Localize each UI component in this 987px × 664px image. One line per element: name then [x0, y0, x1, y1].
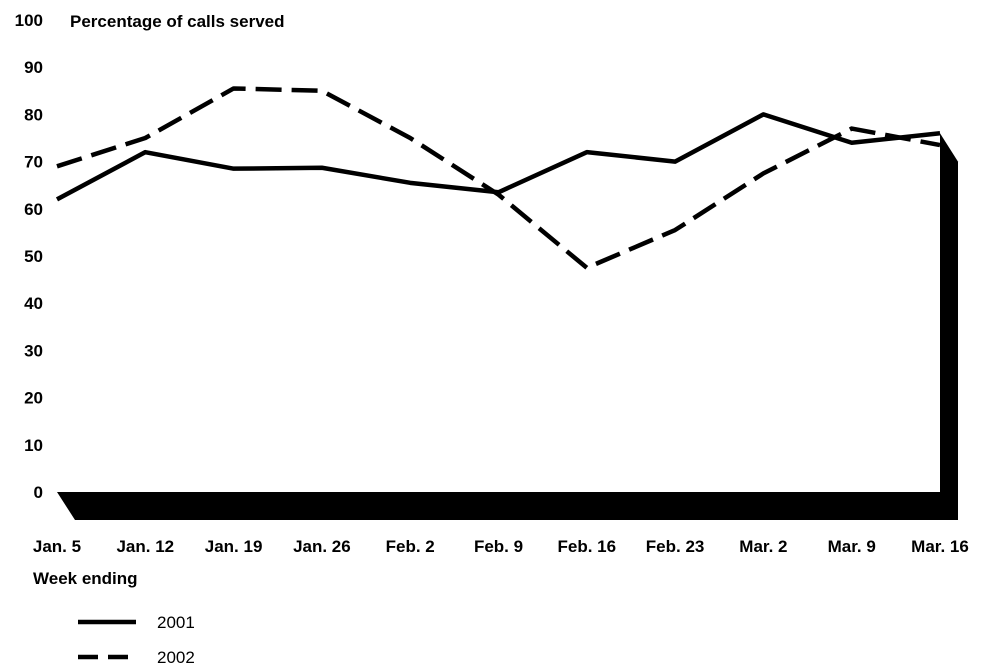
series-line-2001	[55, 112, 941, 202]
series-lines	[55, 86, 941, 271]
x-tick-label: Feb. 16	[558, 537, 617, 556]
chart-side-wall	[940, 133, 958, 520]
y-tick-label: 90	[24, 58, 43, 77]
y-tick-label: 30	[24, 341, 43, 360]
y-tick-label: 0	[34, 483, 43, 502]
y-axis-ticks: 0 10 20 30 40 50 60 70 80 90 100	[15, 11, 43, 502]
y-tick-label: 20	[24, 389, 43, 408]
chart-3d-floor	[57, 133, 958, 520]
y-tick-label: 50	[24, 247, 43, 266]
y-tick-label: 10	[24, 436, 43, 455]
x-tick-label: Mar. 2	[739, 537, 787, 556]
y-axis-label: Percentage of calls served	[70, 12, 285, 31]
x-tick-label: Mar. 16	[911, 537, 969, 556]
x-tick-label: Feb. 2	[386, 537, 435, 556]
x-tick-label: Feb. 23	[646, 537, 705, 556]
x-tick-label: Jan. 26	[293, 537, 351, 556]
y-tick-label: 60	[24, 200, 43, 219]
y-tick-label: 80	[24, 105, 43, 124]
x-tick-label: Mar. 9	[828, 537, 876, 556]
series-line-2002	[56, 86, 941, 271]
y-tick-label: 40	[24, 294, 43, 313]
x-tick-label: Jan. 19	[205, 537, 263, 556]
x-axis-label: Week ending	[33, 569, 138, 588]
legend: 2001 2002	[78, 613, 195, 664]
y-tick-label: 70	[24, 153, 43, 172]
legend-label-2001: 2001	[157, 613, 195, 632]
x-tick-label: Jan. 5	[33, 537, 81, 556]
x-tick-label: Feb. 9	[474, 537, 523, 556]
x-axis-ticks: Jan. 5 Jan. 12 Jan. 19 Jan. 26 Feb. 2 Feb. 9 F…	[33, 537, 969, 556]
legend-label-2002: 2002	[157, 648, 195, 664]
y-tick-label: 100	[15, 11, 43, 30]
chart-floor-plane	[57, 492, 958, 520]
x-tick-label: Jan. 12	[116, 537, 174, 556]
